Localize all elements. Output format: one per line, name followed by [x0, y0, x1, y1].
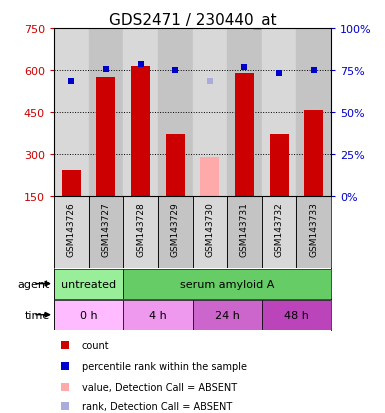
- Bar: [304, 111, 323, 196]
- Text: 4 h: 4 h: [149, 310, 167, 320]
- Bar: [131, 66, 150, 196]
- Bar: [54, 29, 89, 196]
- Bar: [192, 196, 227, 268]
- Text: GSM143729: GSM143729: [171, 202, 180, 256]
- Bar: [192, 300, 262, 330]
- Text: 0 h: 0 h: [80, 310, 97, 320]
- Bar: [123, 29, 158, 196]
- Bar: [262, 196, 296, 268]
- Text: GSM143726: GSM143726: [67, 202, 76, 256]
- Bar: [123, 300, 192, 330]
- Bar: [123, 196, 158, 268]
- Bar: [166, 135, 185, 196]
- Text: agent: agent: [18, 279, 50, 289]
- Text: rank, Detection Call = ABSENT: rank, Detection Call = ABSENT: [82, 401, 232, 411]
- Text: 48 h: 48 h: [284, 310, 309, 320]
- Bar: [200, 157, 219, 196]
- Bar: [235, 74, 254, 196]
- Text: GSM143733: GSM143733: [309, 202, 318, 257]
- Bar: [89, 29, 123, 196]
- Text: value, Detection Call = ABSENT: value, Detection Call = ABSENT: [82, 382, 237, 392]
- Bar: [54, 269, 123, 299]
- Bar: [123, 269, 331, 299]
- Text: 24 h: 24 h: [215, 310, 239, 320]
- Bar: [262, 29, 296, 196]
- Bar: [262, 300, 331, 330]
- Text: time: time: [25, 310, 50, 320]
- Text: GSM143731: GSM143731: [240, 202, 249, 257]
- Title: GDS2471 / 230440_at: GDS2471 / 230440_at: [109, 13, 276, 29]
- Bar: [270, 135, 289, 196]
- Bar: [54, 196, 89, 268]
- Text: serum amyloid A: serum amyloid A: [180, 279, 275, 289]
- Text: GSM143732: GSM143732: [275, 202, 284, 256]
- Text: GSM143728: GSM143728: [136, 202, 145, 256]
- Bar: [62, 171, 81, 196]
- Bar: [89, 196, 123, 268]
- Bar: [227, 196, 262, 268]
- Text: GSM143730: GSM143730: [205, 202, 214, 257]
- Bar: [227, 29, 262, 196]
- Bar: [54, 300, 123, 330]
- Bar: [296, 29, 331, 196]
- Bar: [192, 29, 227, 196]
- Text: count: count: [82, 340, 109, 350]
- Bar: [96, 78, 116, 196]
- Text: GSM143727: GSM143727: [101, 202, 110, 256]
- Bar: [158, 29, 192, 196]
- Bar: [158, 196, 192, 268]
- Text: percentile rank within the sample: percentile rank within the sample: [82, 361, 247, 371]
- Text: untreated: untreated: [61, 279, 116, 289]
- Bar: [296, 196, 331, 268]
